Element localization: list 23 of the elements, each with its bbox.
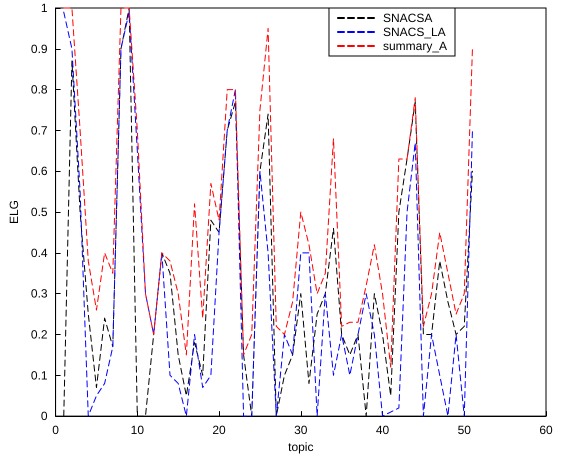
y-tick-label: 0.4 (30, 246, 48, 260)
y-tick-label: 0.7 (30, 123, 48, 138)
y-tick-label: 0.3 (30, 286, 48, 301)
x-tick-label: 60 (539, 423, 553, 438)
y-tick-label: 0.8 (30, 82, 48, 97)
legend-label: SNACS_LA (382, 25, 446, 39)
y-tick-label: 0.5 (30, 205, 48, 220)
x-tick-label: 0 (52, 423, 60, 438)
x-tick-label: 50 (458, 423, 472, 438)
y-tick-label: 0.6 (30, 164, 48, 178)
y-tick-label: 0.9 (30, 42, 48, 56)
x-tick-label: 40 (376, 423, 390, 438)
x-tick-label: 10 (130, 423, 144, 438)
legend-label: SNACSA (382, 11, 432, 25)
x-tick-label: 30 (294, 423, 308, 438)
y-tick-label: 0.2 (30, 327, 48, 342)
y-tick-label: 0.1 (30, 368, 48, 382)
y-tick-label: 0 (40, 409, 48, 424)
x-axis-title: topic (288, 440, 314, 454)
legend-label: summary_A (382, 39, 447, 53)
x-tick-label: 20 (212, 423, 226, 438)
y-tick-label: 1 (40, 1, 48, 15)
y-axis-title: ELG (7, 200, 21, 224)
